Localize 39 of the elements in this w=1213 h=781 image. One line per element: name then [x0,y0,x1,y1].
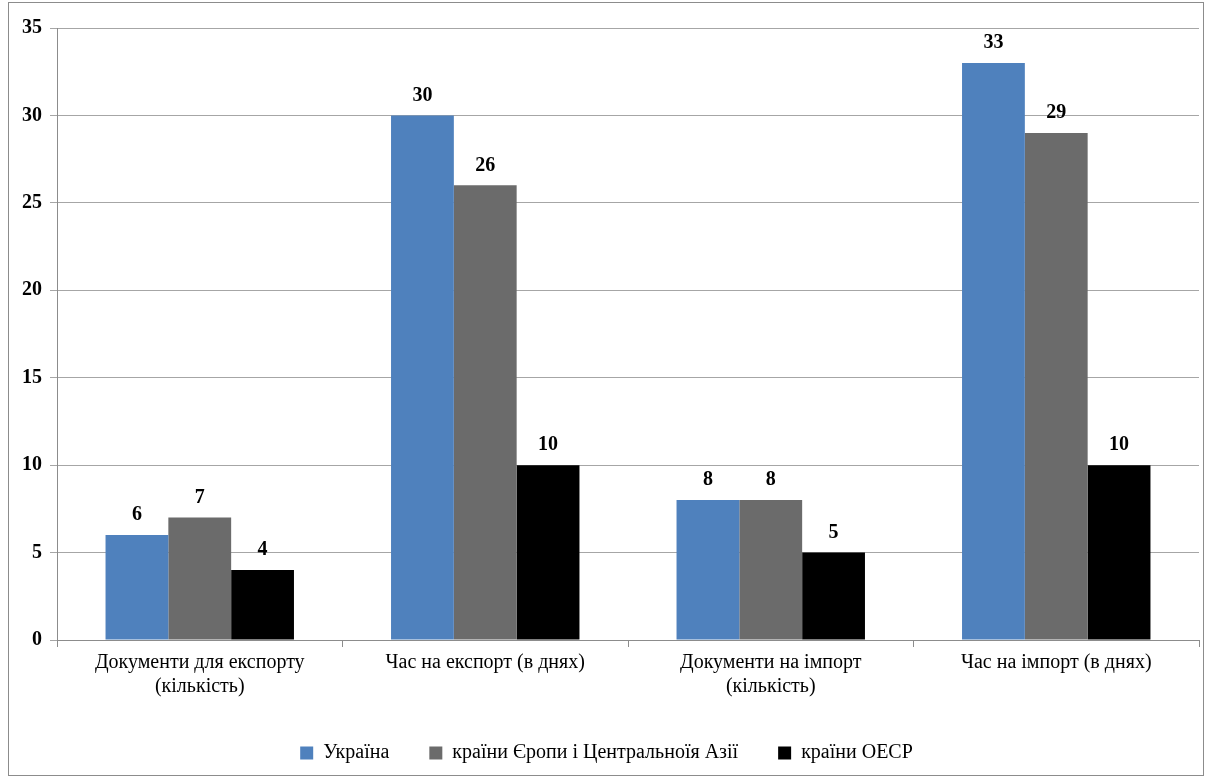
legend-label: Україна [323,740,390,764]
bar [802,552,865,640]
bar [1087,465,1151,640]
data-label: 26 [475,152,496,175]
data-label: 8 [765,467,776,490]
data-label: 10 [538,432,559,455]
data-label: 29 [1046,100,1067,123]
data-label: 4 [257,537,268,560]
x-tick-label: Час на імпорт (в днях) [960,650,1152,674]
bar [231,570,294,640]
data-label: 6 [131,502,142,525]
data-label: 8 [702,467,713,490]
bar [516,465,580,640]
y-tick-label: 5 [32,539,42,562]
y-tick-label: 30 [22,102,42,125]
y-tick-label: 15 [22,364,42,387]
legend-label: країни Єропи і Центральноїя Азії [452,740,739,764]
bar [1024,132,1088,640]
data-label: 33 [983,30,1004,53]
bar [962,62,1025,640]
data-label: 5 [828,519,839,542]
y-tick-label: 20 [22,277,42,300]
y-tick-label: 35 [22,15,42,38]
y-tick-label: 10 [22,452,42,475]
data-label: 7 [194,484,205,507]
bar [676,500,740,640]
y-tick-label: 25 [22,190,42,213]
data-label: 10 [1109,432,1130,455]
bar [739,500,803,640]
bar [105,535,169,640]
x-tick-label: Документи для експорту (кількість) [94,650,305,698]
legend-label: країни ОЕСР [801,740,913,764]
y-tick-label: 0 [32,627,42,650]
bar [391,115,454,640]
bar [453,185,517,640]
x-tick-label: Час на експорт (в днях) [385,650,585,674]
data-label: 30 [412,82,433,105]
bar [168,517,232,640]
x-tick-label: Документи на імпорт (кількість) [680,650,862,698]
